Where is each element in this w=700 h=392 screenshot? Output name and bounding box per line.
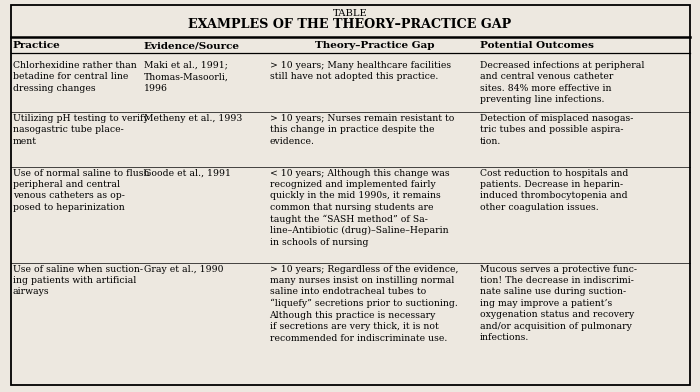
Text: Maki et al., 1991;
Thomas-Masoorli,
1996: Maki et al., 1991; Thomas-Masoorli, 1996 <box>144 61 228 93</box>
Text: < 10 years; Although this change was
recognized and implemented fairly
quickly i: < 10 years; Although this change was rec… <box>270 169 449 247</box>
Text: Theory–Practice Gap: Theory–Practice Gap <box>315 41 434 50</box>
Text: Utilizing pH testing to verify
nasogastric tube place-
ment: Utilizing pH testing to verify nasogastr… <box>13 114 148 145</box>
Text: TABLE: TABLE <box>332 9 368 18</box>
Text: Evidence/Source: Evidence/Source <box>144 41 239 50</box>
Text: EXAMPLES OF THE THEORY–PRACTICE GAP: EXAMPLES OF THE THEORY–PRACTICE GAP <box>188 18 512 31</box>
Text: Detection of misplaced nasogas-
tric tubes and possible aspira-
tion.: Detection of misplaced nasogas- tric tub… <box>480 114 633 145</box>
Text: Chlorhexidine rather than
betadine for central line
dressing changes: Chlorhexidine rather than betadine for c… <box>13 61 137 93</box>
Text: Practice: Practice <box>13 41 60 50</box>
Text: Gray et al., 1990: Gray et al., 1990 <box>144 265 223 274</box>
Text: Potential Outcomes: Potential Outcomes <box>480 41 594 50</box>
Text: > 10 years; Nurses remain resistant to
this change in practice despite the
evide: > 10 years; Nurses remain resistant to t… <box>270 114 454 145</box>
Text: Use of normal saline to flush
peripheral and central
venous catheters as op-
pos: Use of normal saline to flush peripheral… <box>13 169 149 212</box>
Text: Use of saline when suction-
ing patients with artificial
airways: Use of saline when suction- ing patients… <box>13 265 143 296</box>
Text: Cost reduction to hospitals and
patients. Decrease in heparin-
induced thrombocy: Cost reduction to hospitals and patients… <box>480 169 628 212</box>
Text: > 10 years; Regardless of the evidence,
many nurses insist on instilling normal
: > 10 years; Regardless of the evidence, … <box>270 265 458 343</box>
Text: Goode et al., 1991: Goode et al., 1991 <box>144 169 230 178</box>
Text: Mucous serves a protective func-
tion! The decrease in indiscrimi-
nate saline u: Mucous serves a protective func- tion! T… <box>480 265 636 342</box>
Text: > 10 years; Many healthcare facilities
still have not adopted this practice.: > 10 years; Many healthcare facilities s… <box>270 61 451 81</box>
Text: Metheny et al., 1993: Metheny et al., 1993 <box>144 114 242 123</box>
Text: Decreased infections at peripheral
and central venous catheter
sites. 84% more e: Decreased infections at peripheral and c… <box>480 61 644 104</box>
